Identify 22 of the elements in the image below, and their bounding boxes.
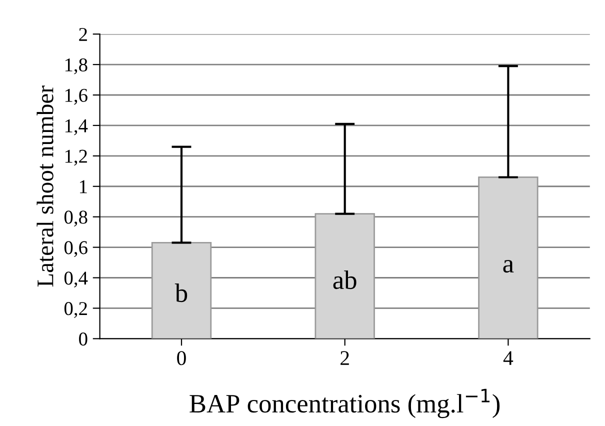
y-tick-label: 0 [79, 332, 88, 346]
y-tick-label: 1,8 [65, 58, 88, 74]
x-tick-label: 0 [177, 351, 186, 366]
annotation: ab [333, 270, 356, 290]
y-tick-label: 1,4 [65, 119, 88, 136]
bar [478, 176, 538, 339]
bar [314, 213, 375, 339]
y-tick-label: 1,6 [65, 88, 88, 105]
y-tick-label: 1,2 [65, 150, 87, 166]
annotation: b [174, 284, 188, 302]
y-tick-label: 0,4 [64, 272, 88, 288]
y-axis-title: Lateral shoot number [36, 86, 54, 287]
x-axis-title: BAP concentrations (mg.l$^{−1}$) [190, 388, 500, 418]
x-tick-label: 2 [340, 351, 349, 365]
x-tick-label: 4 [503, 351, 514, 365]
y-tick-label: 1 [80, 180, 87, 194]
y-tick-label: 0,2 [64, 302, 87, 318]
bar [151, 242, 212, 339]
y-tick-label: 0,8 [64, 210, 88, 227]
y-tick-label: 2 [79, 28, 87, 41]
y-tick-label: 0,6 [64, 241, 88, 258]
annotation: a [503, 260, 514, 273]
